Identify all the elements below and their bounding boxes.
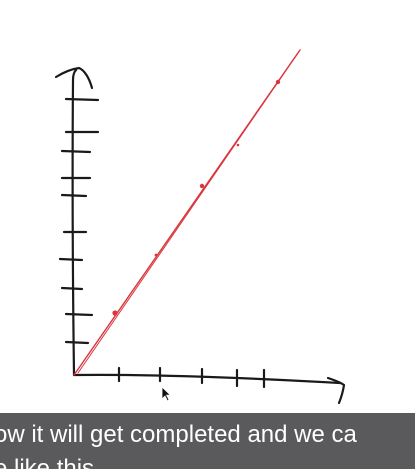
- data-point: [112, 310, 118, 316]
- x-axis-arrowhead: [326, 376, 346, 405]
- arrow-pointer-icon: [161, 386, 171, 402]
- data-point: [275, 79, 281, 85]
- y-tick: [64, 340, 90, 345]
- caption-line: ow it will get completed and we ca: [0, 421, 357, 448]
- y-tick: [60, 149, 92, 154]
- y-axis: [71, 68, 78, 377]
- y-axis-arrowhead: [54, 66, 94, 90]
- hand-drawn-graph: [54, 49, 346, 405]
- y-tick: [60, 286, 84, 291]
- caption-line: e like this: [0, 455, 95, 469]
- data-point: [236, 143, 240, 147]
- y-tick: [58, 257, 84, 262]
- y-tick: [64, 97, 100, 102]
- y-tick: [64, 312, 94, 317]
- x-axis: [72, 373, 342, 385]
- best-fit-line-overstroke: [77, 52, 299, 374]
- caption-bar: ow it will get completed and we ca e lik…: [0, 413, 415, 469]
- data-point: [199, 183, 205, 189]
- y-tick: [60, 193, 88, 198]
- data-point: [154, 253, 158, 257]
